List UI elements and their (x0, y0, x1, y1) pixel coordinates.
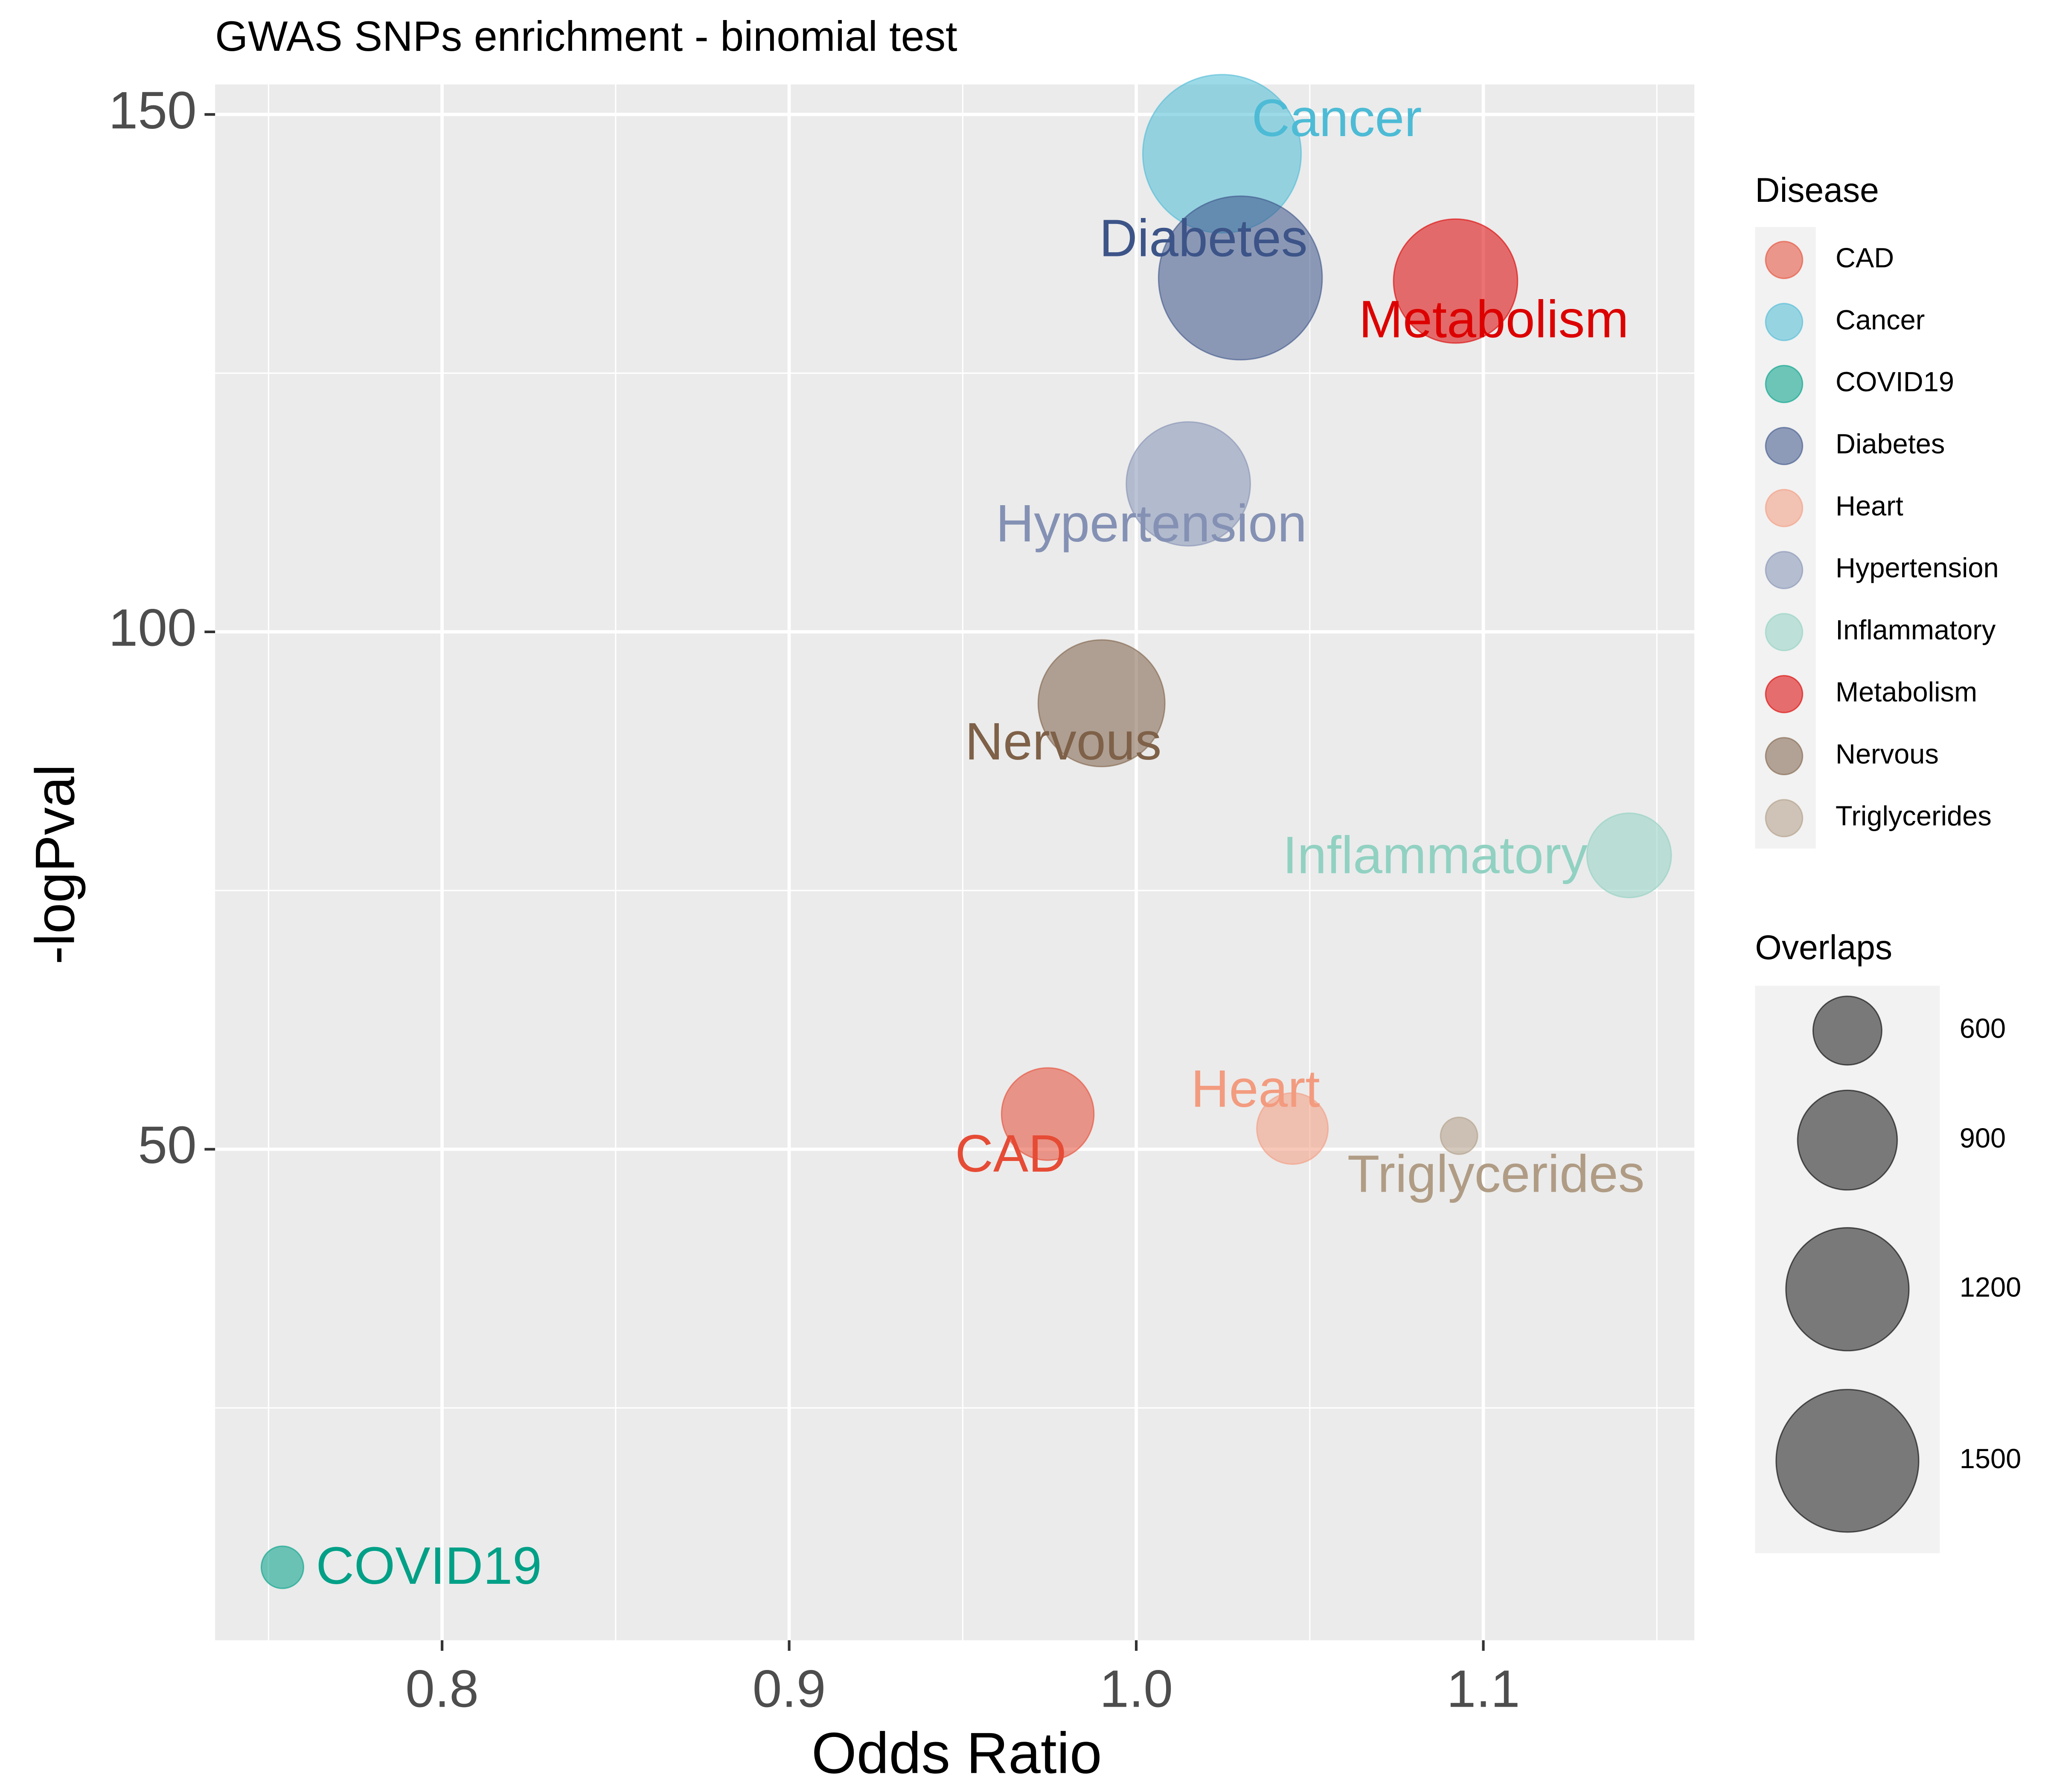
point-label: Nervous (965, 712, 1162, 771)
bubble (1037, 639, 1166, 768)
legend-title: Disease (1755, 171, 1879, 209)
legend-label: Diabetes (1836, 428, 1945, 460)
x-tick-label: 0.8 (405, 1660, 479, 1719)
legend-swatch (1765, 613, 1804, 652)
point-label: Cancer (1252, 89, 1422, 148)
chart-title: GWAS SNPs enrichment - binomial test (215, 12, 957, 60)
point-label: Triglycerides (1347, 1145, 1645, 1204)
bubble (1256, 1092, 1329, 1165)
point-label: CAD (955, 1124, 1066, 1183)
y-tick-label: 50 (138, 1116, 197, 1175)
legend-label: Heart (1836, 490, 1903, 521)
size-legend-title: Overlaps (1755, 928, 1892, 967)
bubble (1001, 1067, 1095, 1161)
point-label: Inflammatory (1283, 826, 1588, 885)
size-legend-label: 1500 (1960, 1443, 2021, 1474)
legend-label: Triglycerides (1836, 800, 1992, 832)
point-label: Heart (1191, 1059, 1320, 1118)
size-legend-label: 900 (1960, 1122, 2006, 1153)
size-legend-circle (1797, 1089, 1898, 1191)
size-legend-label: 1200 (1960, 1271, 2021, 1303)
legend-label: Inflammatory (1836, 614, 1996, 646)
y-axis-title: -logPval (23, 764, 86, 964)
bubble (1586, 812, 1672, 899)
x-axis-title: Odds Ratio (812, 1721, 1102, 1786)
legend-swatch (1765, 737, 1804, 776)
legend-swatch (1765, 675, 1804, 713)
legend-swatch (1765, 551, 1804, 589)
bubble (1393, 218, 1519, 344)
point-label: Diabetes (1099, 209, 1307, 268)
y-tick-label: 100 (108, 599, 196, 657)
x-tick-label: 0.9 (753, 1660, 826, 1719)
plot-panel (215, 84, 1695, 1641)
legend-label: Hypertension (1836, 552, 1999, 583)
y-tick-label: 150 (108, 81, 196, 140)
legend-label: Nervous (1836, 738, 1939, 769)
legend-swatch (1765, 799, 1804, 838)
size-legend-label: 600 (1960, 1013, 2006, 1044)
bubble (260, 1545, 305, 1589)
point-label: Hypertension (996, 494, 1307, 553)
legend-label: Cancer (1836, 304, 1925, 335)
legend-swatch (1765, 365, 1804, 403)
bubble (1126, 421, 1251, 547)
size-legend-circle (1812, 995, 1882, 1066)
bubble (1440, 1117, 1478, 1155)
legend-label: CAD (1836, 242, 1894, 273)
point-label: Metabolism (1359, 290, 1629, 349)
size-legend-circle (1775, 1389, 1920, 1533)
legend-swatch (1765, 303, 1804, 341)
legend-swatch (1765, 489, 1804, 527)
point-label: COVID19 (316, 1536, 542, 1595)
x-tick-label: 1.0 (1100, 1660, 1173, 1719)
legend-label: Metabolism (1836, 676, 1977, 707)
bubble (1158, 195, 1323, 361)
legend-label: COVID19 (1836, 366, 1954, 397)
legend-swatch (1765, 241, 1804, 279)
x-tick-label: 1.1 (1447, 1660, 1520, 1719)
size-legend-circle (1785, 1227, 1910, 1352)
legend-swatch (1765, 427, 1804, 465)
